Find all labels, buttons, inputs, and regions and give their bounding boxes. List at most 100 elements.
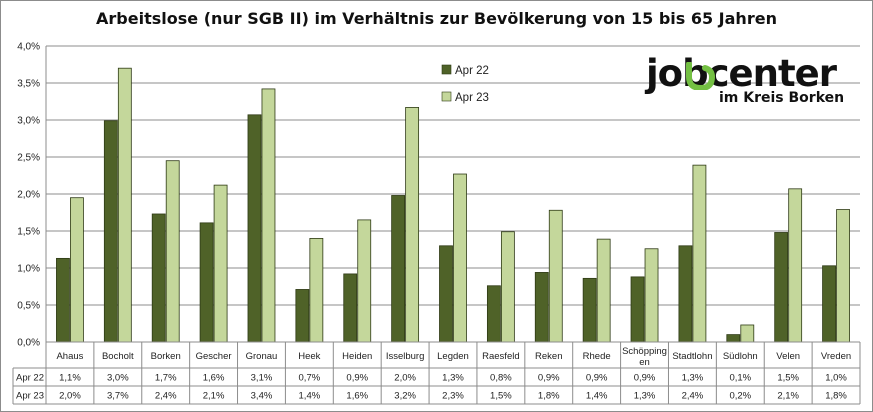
data-label: 0,9% — [538, 373, 560, 384]
data-label: 0,9% — [346, 373, 368, 384]
data-label: 2,4% — [682, 391, 704, 402]
bar-apr-22 — [774, 232, 789, 343]
bar-apr-23 — [836, 209, 850, 343]
category-label: Heiden — [342, 351, 372, 362]
bar-apr-23 — [117, 67, 132, 343]
logo-accent-stroke — [686, 62, 715, 90]
bar-apr-22 — [486, 285, 501, 343]
data-label: 3,7% — [107, 391, 129, 402]
data-label: 1,3% — [634, 391, 656, 402]
category-label: Borken — [151, 351, 181, 362]
data-label: 1,6% — [203, 373, 225, 384]
bar-apr-23 — [596, 238, 611, 343]
data-label: 0,7% — [299, 373, 321, 384]
bar-apr-22 — [726, 334, 741, 343]
category-label: Ahaus — [56, 351, 83, 362]
data-label: 0,2% — [729, 391, 751, 402]
legend-item: Apr 22 — [441, 64, 489, 77]
data-label: 0,8% — [490, 373, 512, 384]
chart-title: Arbeitslose (nur SGB II) im Verhältnis z… — [96, 9, 777, 28]
category-label: Schöpping en — [622, 346, 667, 368]
logo-accent-icon — [686, 62, 715, 90]
category-label: Isselburg — [386, 351, 425, 362]
data-label: 1,4% — [299, 391, 321, 402]
data-label: 2,1% — [777, 391, 799, 402]
data-label: 2,4% — [155, 391, 177, 402]
bar-apr-22 — [630, 276, 645, 343]
bar-apr-23 — [261, 88, 276, 343]
bar-apr-22 — [103, 120, 118, 343]
legend-swatch — [441, 64, 452, 75]
category-label: Raesfeld — [482, 351, 520, 362]
category-label: Südlohn — [723, 351, 758, 362]
data-label: 3,2% — [394, 391, 416, 402]
data-label: 0,9% — [634, 373, 656, 384]
data-label: 1,5% — [490, 391, 512, 402]
data-label: 2,0% — [394, 373, 416, 384]
bar-apr-23 — [692, 164, 707, 343]
data-label: 1,0% — [825, 373, 847, 384]
data-label: 1,7% — [155, 373, 177, 384]
bar-apr-22 — [534, 272, 549, 343]
y-tick-label: 1,5% — [17, 227, 40, 238]
bar-apr-22 — [582, 277, 597, 343]
data-label: 3,1% — [251, 373, 273, 384]
bar-apr-23 — [500, 231, 515, 343]
y-tick-label: 0,5% — [17, 301, 40, 312]
data-label: 1,8% — [825, 391, 847, 402]
legend-label: Apr 23 — [455, 92, 489, 104]
category-label: Velen — [776, 351, 800, 362]
bar-apr-23 — [740, 324, 755, 343]
legend-label: Apr 22 — [455, 65, 489, 77]
data-label: 2,3% — [442, 391, 464, 402]
bar-apr-22 — [247, 114, 262, 343]
bar-apr-23 — [644, 248, 659, 343]
logo-word: jobcenter — [646, 52, 837, 95]
category-label: Gescher — [196, 351, 232, 362]
bars — [56, 67, 850, 343]
legend-swatch — [441, 91, 452, 102]
data-label: 1,3% — [442, 373, 464, 384]
data-label: 0,9% — [586, 373, 608, 384]
bar-apr-22 — [678, 245, 693, 343]
y-tick-label: 2,0% — [17, 190, 40, 201]
bar-apr-22 — [151, 213, 166, 343]
category-label: Vreden — [821, 351, 851, 362]
category-label: Legden — [437, 351, 469, 362]
category-label: Bocholt — [102, 351, 134, 362]
bar-apr-22 — [439, 245, 453, 343]
bar-apr-22 — [391, 195, 406, 343]
data-label: 3,0% — [107, 373, 129, 384]
bar-apr-22 — [56, 257, 70, 343]
bar-apr-22 — [343, 273, 358, 343]
y-tick-label: 1,0% — [17, 264, 40, 275]
data-label: 1,3% — [682, 373, 704, 384]
logo-subtitle: im Kreis Borken — [719, 90, 845, 106]
category-label: Stadtlohn — [672, 351, 712, 362]
bar-apr-23 — [309, 237, 324, 343]
legend-item: Apr 23 — [441, 91, 489, 104]
jobcenter-logo: jobcenter im Kreis Borken — [646, 54, 851, 110]
data-table: Ahaus Bocholt Borken Gescher Gronau Heek Heide… — [12, 341, 861, 405]
y-tick-label: 2,5% — [17, 153, 40, 164]
legend[interactable]: Apr 22 Apr 23 — [441, 64, 489, 104]
category-label: Reken — [535, 351, 562, 362]
data-label: 1,6% — [346, 391, 368, 402]
category-label: Heek — [298, 351, 320, 362]
table-series-label: Apr 22 — [16, 373, 44, 384]
data-label: 1,5% — [777, 373, 799, 384]
gridlines — [45, 45, 860, 342]
bar-apr-23 — [213, 184, 228, 343]
bar-apr-23 — [70, 197, 84, 343]
table-series-label: Apr 23 — [16, 391, 44, 402]
y-tick-label: 3,0% — [17, 116, 40, 127]
data-label: 1,1% — [59, 373, 81, 384]
y-tick-label: 4,0% — [17, 42, 40, 53]
bar-apr-23 — [357, 219, 372, 343]
category-label: Gronau — [246, 351, 278, 362]
y-tick-label: 0,0% — [17, 338, 40, 349]
bar-apr-22 — [295, 289, 310, 343]
bar-apr-22 — [822, 265, 836, 343]
